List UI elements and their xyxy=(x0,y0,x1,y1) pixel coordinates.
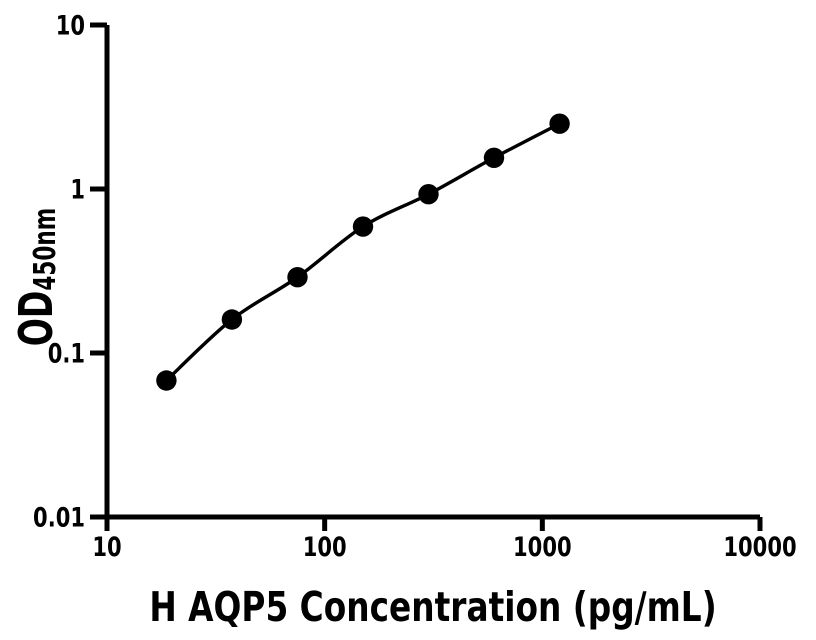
y-axis-label-main: OD xyxy=(11,291,64,347)
y-tick-label: 1 xyxy=(70,174,85,205)
x-axis-label: H AQP5 Concentration (pg/mL) xyxy=(149,583,716,630)
x-tick-label: 10 xyxy=(92,531,121,562)
x-tick-label: 1000 xyxy=(513,531,572,562)
axes-spines xyxy=(104,25,760,520)
y-tick-label: 0.01 xyxy=(33,502,85,533)
data-point xyxy=(418,184,439,205)
x-tick-label: 100 xyxy=(303,531,347,562)
y-tick-label: 10 xyxy=(56,10,85,41)
data-point xyxy=(352,216,374,237)
data-point xyxy=(287,267,308,288)
data-point xyxy=(549,113,570,134)
data-point xyxy=(221,309,243,330)
data-point xyxy=(156,370,177,391)
y-tick-label: 0.1 xyxy=(48,338,85,369)
data-point xyxy=(483,147,505,168)
y-axis-label: OD450nm xyxy=(11,208,64,347)
x-tick-label: 10000 xyxy=(723,531,796,562)
y-axis-label-subscript: 450nm xyxy=(29,208,63,291)
